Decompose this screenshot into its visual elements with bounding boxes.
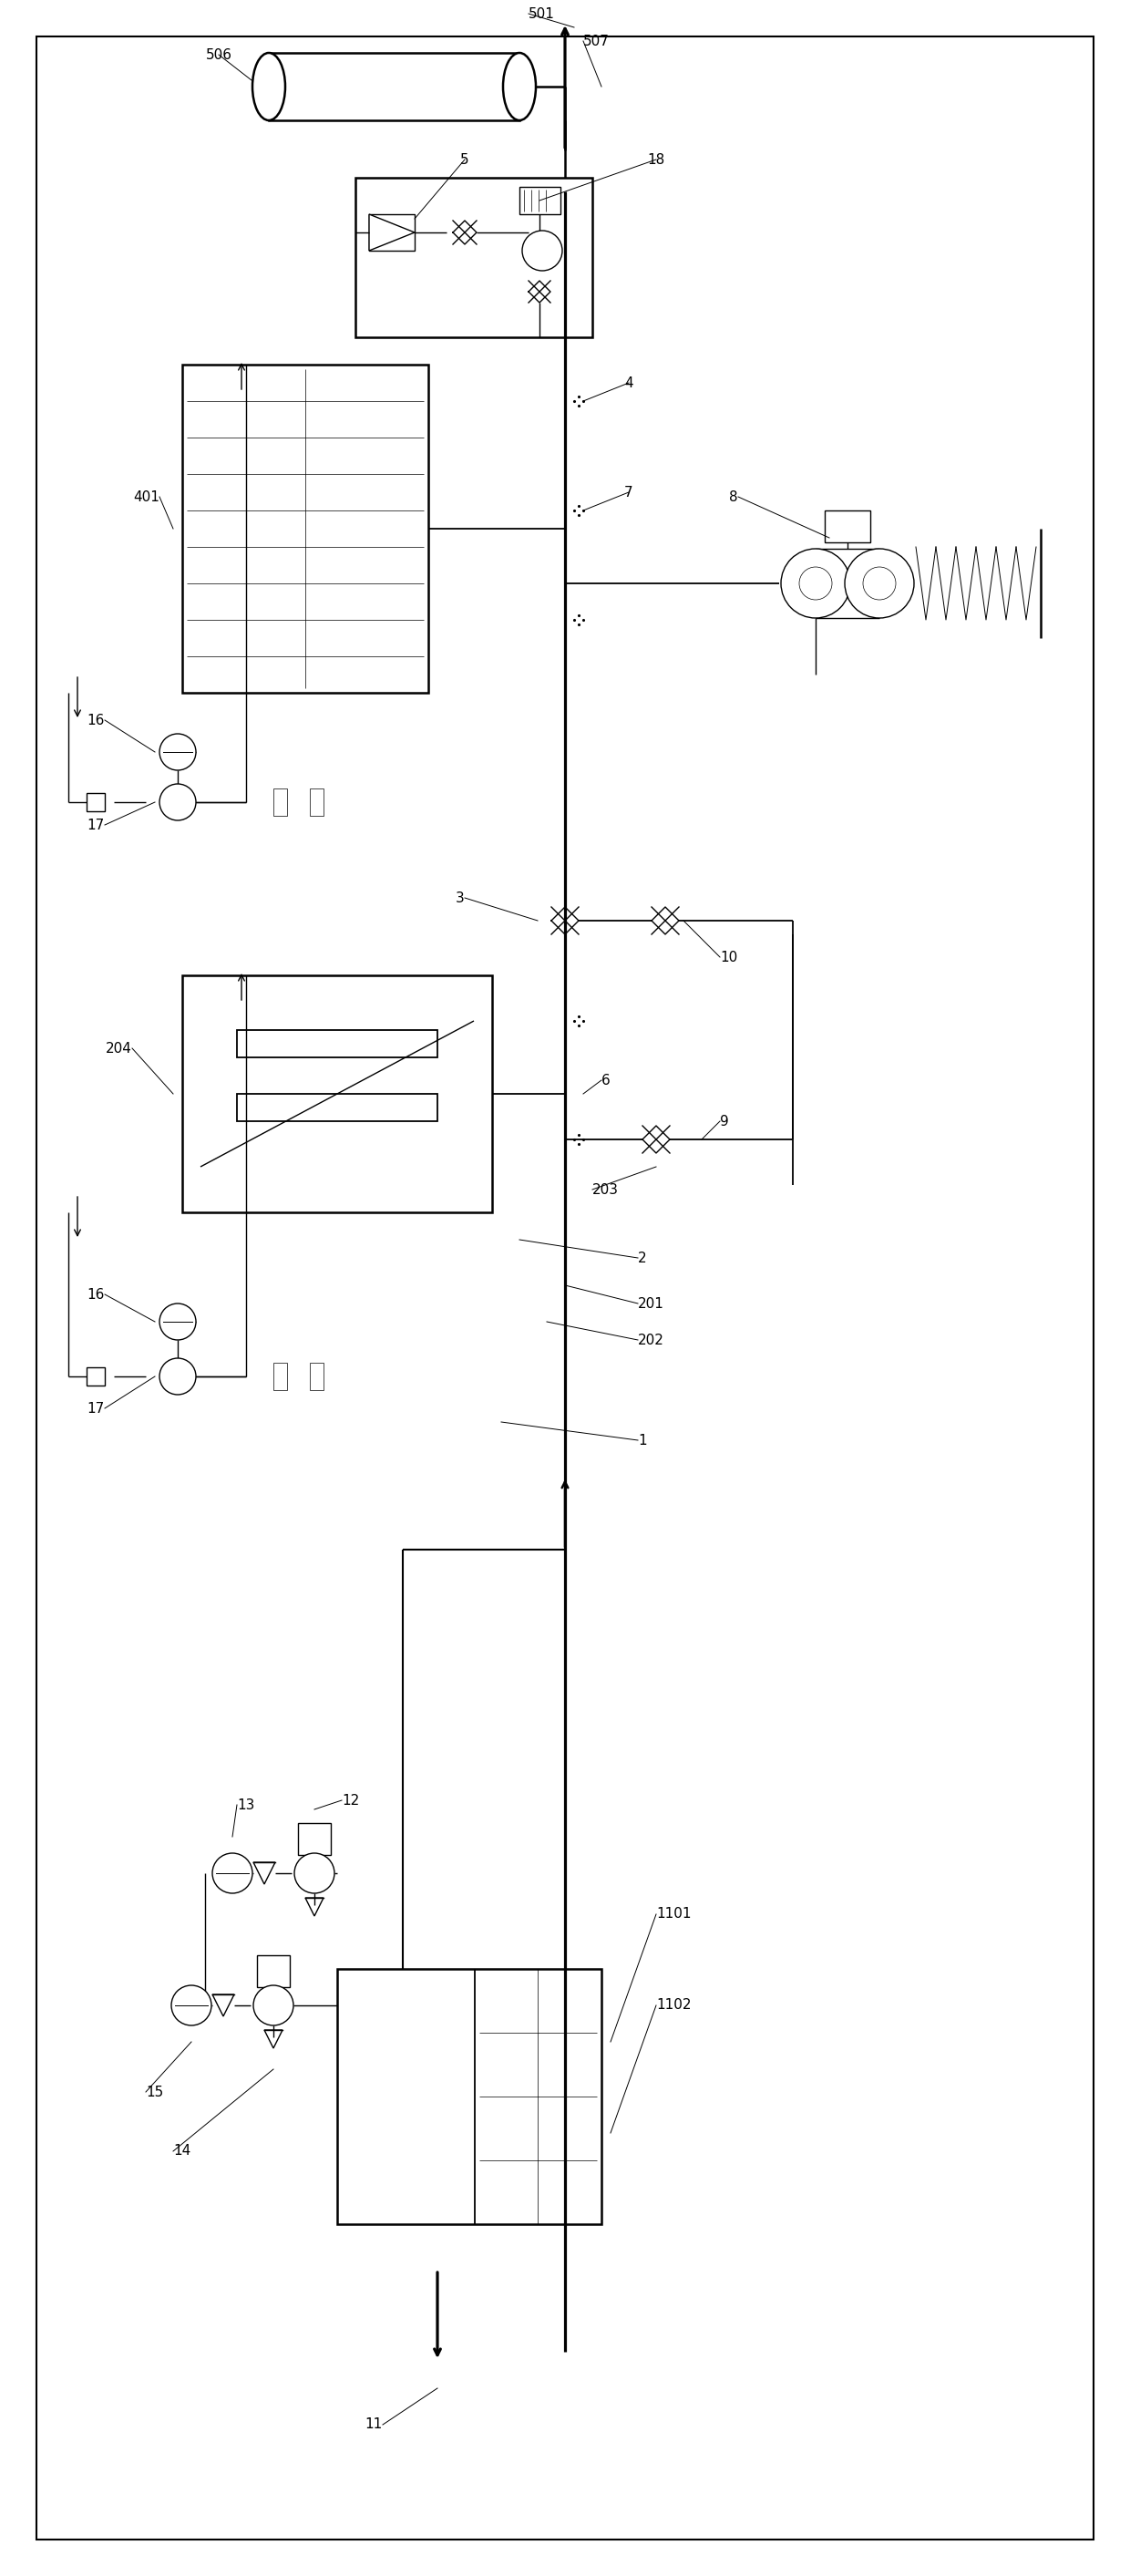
Circle shape (522, 232, 563, 270)
Circle shape (845, 549, 914, 618)
Text: 201: 201 (638, 1296, 664, 1311)
Bar (237, 1030, 437, 1056)
Bar (237, 1095, 437, 1121)
Text: 401: 401 (133, 489, 159, 505)
Text: 204: 204 (106, 1041, 132, 1056)
Bar (370, 214, 415, 250)
Text: 5: 5 (460, 152, 469, 167)
Text: 506: 506 (206, 49, 232, 62)
Circle shape (253, 1986, 294, 2025)
Text: 11: 11 (365, 2419, 383, 2432)
Text: 17: 17 (87, 819, 105, 832)
Circle shape (159, 1358, 195, 1394)
Text: 15: 15 (146, 2084, 164, 2099)
Text: 202: 202 (638, 1334, 664, 1347)
Text: 1102: 1102 (657, 1999, 692, 2012)
Text: 17: 17 (87, 1401, 105, 1414)
Text: 18: 18 (647, 152, 664, 167)
Text: 14: 14 (173, 2143, 191, 2159)
Bar (257, 1955, 289, 1986)
Ellipse shape (503, 54, 536, 121)
Bar (273, 788, 287, 817)
Bar (310, 788, 323, 817)
Bar (182, 976, 492, 1213)
Text: 2: 2 (638, 1252, 646, 1265)
Circle shape (212, 1852, 252, 1893)
Polygon shape (370, 214, 415, 250)
Bar (337, 1968, 601, 2223)
Ellipse shape (252, 54, 285, 121)
Bar (520, 188, 560, 214)
Bar (273, 1363, 287, 1391)
Circle shape (159, 1303, 195, 1340)
Circle shape (159, 734, 195, 770)
Text: 8: 8 (729, 489, 738, 505)
Circle shape (799, 567, 832, 600)
Text: 13: 13 (237, 1798, 254, 1811)
Bar (269, 54, 520, 121)
Text: 10: 10 (720, 951, 738, 963)
Text: 1101: 1101 (657, 1906, 692, 1922)
Text: 3: 3 (455, 891, 464, 904)
Bar (310, 1363, 323, 1391)
Text: 4: 4 (625, 376, 633, 389)
Circle shape (172, 1986, 211, 2025)
Circle shape (781, 549, 850, 618)
Circle shape (159, 783, 195, 819)
Text: 6: 6 (601, 1074, 610, 1087)
Text: 507: 507 (583, 33, 609, 49)
Bar (298, 1824, 331, 1855)
Text: 203: 203 (592, 1182, 619, 1195)
Text: 16: 16 (87, 714, 105, 726)
Text: 501: 501 (529, 8, 555, 21)
Text: 7: 7 (625, 484, 633, 500)
Bar (87, 793, 105, 811)
Text: 16: 16 (87, 1288, 105, 1301)
Circle shape (294, 1852, 334, 1893)
Bar (182, 366, 428, 693)
Bar (87, 1368, 105, 1386)
Text: 12: 12 (341, 1793, 359, 1808)
Circle shape (863, 567, 896, 600)
Bar (356, 178, 592, 337)
Bar (825, 510, 870, 544)
Text: 9: 9 (720, 1115, 729, 1128)
Text: 1: 1 (638, 1432, 646, 1448)
